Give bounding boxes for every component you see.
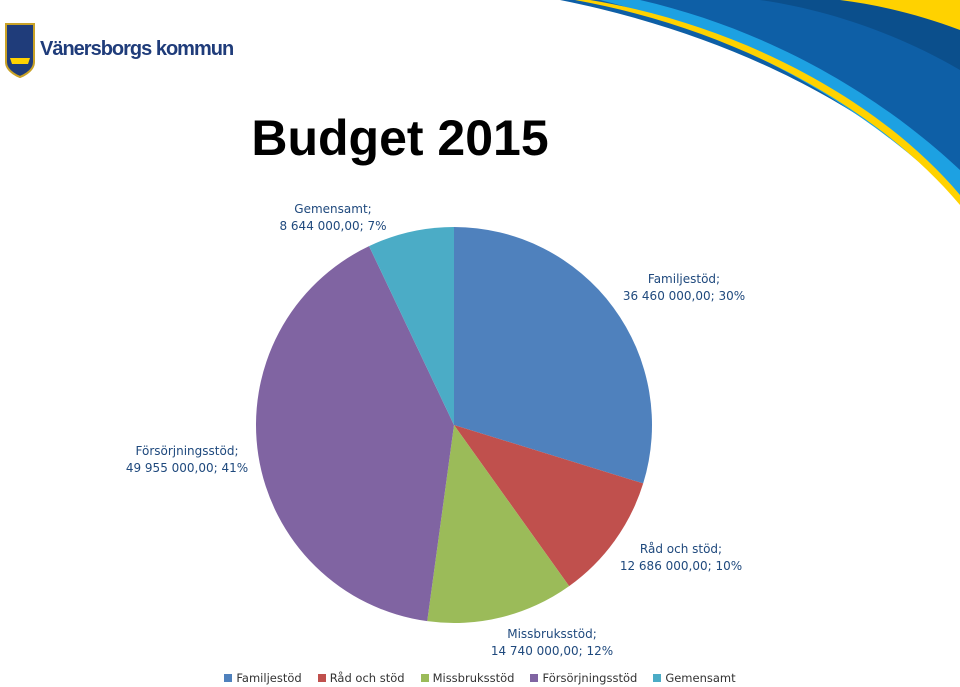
pie-slice xyxy=(454,227,652,484)
data-label: Råd och stöd; 12 686 000,00; 10% xyxy=(619,542,743,573)
pie xyxy=(255,227,652,623)
chart-title: Budget 2015 xyxy=(251,110,549,166)
data-label: Försörjningsstöd; 49 955 000,00; 41% xyxy=(125,444,249,475)
legend-item: Försörjningsstöd xyxy=(530,671,637,685)
pie-slice xyxy=(427,425,570,623)
logo-shield xyxy=(5,23,35,79)
legend-label: Missbruksstöd xyxy=(432,671,515,685)
pie-slice xyxy=(369,227,454,425)
legend-item: Familjestöd xyxy=(224,671,302,685)
data-label: Familjestöd; 36 460 000,00; 30% xyxy=(622,272,746,303)
legend-label: Gemensamt xyxy=(665,671,736,685)
data-label: Missbruksstöd; 14 740 000,00; 12% xyxy=(490,627,614,658)
pie-slice xyxy=(255,246,454,622)
legend-swatch xyxy=(317,674,326,682)
legend-label: Råd och stöd xyxy=(329,671,405,685)
legend-item: Gemensamt xyxy=(653,671,736,685)
data-label: Gemensamt; 8 644 000,00; 7% xyxy=(279,202,387,233)
legend-swatch xyxy=(420,674,429,682)
legend-swatch xyxy=(530,674,539,682)
legend-swatch xyxy=(653,674,662,682)
legend: Familjestöd Råd och stöd Missbruksstöd Förs… xyxy=(0,671,960,685)
decor-swoosh xyxy=(560,0,960,205)
legend-item: Missbruksstöd xyxy=(420,671,515,685)
legend-swatch xyxy=(224,674,233,682)
pie-slice xyxy=(454,425,644,587)
legend-label: Familjestöd xyxy=(236,671,302,685)
legend-item: Råd och stöd xyxy=(317,671,405,685)
organization-name: Vänersborgs kommun xyxy=(40,38,234,60)
legend-label: Försörjningsstöd xyxy=(542,671,638,685)
